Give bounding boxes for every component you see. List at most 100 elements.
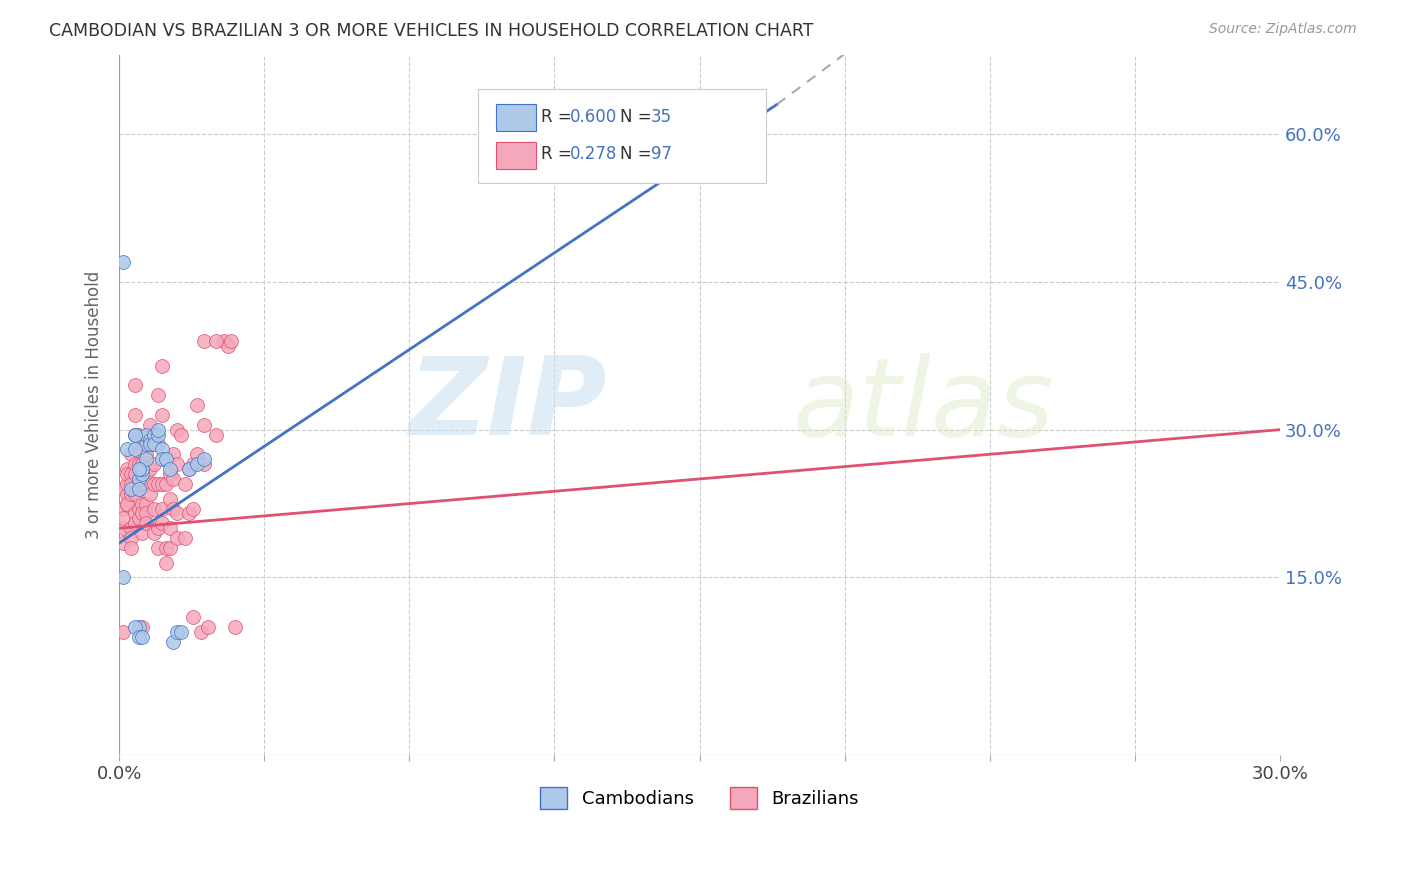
Point bbox=[124, 457, 146, 471]
Point bbox=[181, 501, 204, 516]
Point bbox=[146, 476, 169, 491]
Point bbox=[162, 472, 184, 486]
Point bbox=[193, 452, 215, 467]
Text: R =: R = bbox=[541, 108, 578, 126]
Point bbox=[112, 536, 135, 550]
Point bbox=[155, 476, 177, 491]
Point bbox=[146, 427, 169, 442]
Point bbox=[124, 408, 146, 422]
Point bbox=[139, 437, 162, 451]
Point bbox=[166, 531, 188, 545]
Point bbox=[112, 570, 135, 584]
Point bbox=[128, 462, 150, 476]
Point bbox=[181, 457, 204, 471]
Point bbox=[135, 447, 157, 461]
Point bbox=[131, 467, 153, 481]
Point bbox=[120, 467, 142, 481]
Point bbox=[131, 497, 153, 511]
Point bbox=[112, 511, 135, 525]
Point bbox=[112, 624, 135, 639]
Point bbox=[128, 427, 150, 442]
Text: ZIP: ZIP bbox=[408, 352, 607, 458]
Point bbox=[124, 378, 146, 392]
Point bbox=[146, 437, 169, 451]
Point bbox=[155, 556, 177, 570]
Point bbox=[146, 521, 169, 535]
Point bbox=[131, 457, 153, 471]
Point bbox=[131, 507, 153, 521]
Point bbox=[115, 462, 138, 476]
Point bbox=[115, 487, 138, 501]
Point bbox=[159, 491, 181, 506]
Legend: Cambodians, Brazilians: Cambodians, Brazilians bbox=[533, 780, 866, 816]
Point bbox=[120, 531, 142, 545]
Point bbox=[135, 427, 157, 442]
Point bbox=[143, 476, 166, 491]
Point bbox=[221, 334, 243, 348]
Point bbox=[186, 457, 208, 471]
Point bbox=[135, 437, 157, 451]
Point bbox=[162, 634, 184, 648]
Point bbox=[112, 501, 135, 516]
Text: R =: R = bbox=[541, 145, 578, 163]
Point bbox=[128, 472, 150, 486]
Point bbox=[146, 388, 169, 402]
Point bbox=[150, 516, 173, 531]
Point bbox=[224, 620, 246, 634]
Point bbox=[159, 467, 181, 481]
Point bbox=[143, 457, 166, 471]
Point bbox=[124, 620, 146, 634]
Point bbox=[124, 507, 146, 521]
Point bbox=[131, 620, 153, 634]
Point bbox=[120, 521, 142, 535]
Point bbox=[159, 541, 181, 555]
Point bbox=[150, 452, 173, 467]
Point bbox=[124, 487, 146, 501]
Point bbox=[120, 541, 142, 555]
Point bbox=[115, 497, 138, 511]
Point bbox=[115, 497, 138, 511]
Point bbox=[212, 334, 235, 348]
Text: N =: N = bbox=[620, 108, 657, 126]
Point bbox=[150, 476, 173, 491]
Point bbox=[139, 437, 162, 451]
Point bbox=[155, 452, 177, 467]
Point bbox=[159, 462, 181, 476]
Point bbox=[120, 476, 142, 491]
Point bbox=[135, 516, 157, 531]
Point bbox=[139, 462, 162, 476]
Point bbox=[128, 482, 150, 496]
Point bbox=[135, 507, 157, 521]
Point bbox=[174, 531, 197, 545]
Text: CAMBODIAN VS BRAZILIAN 3 OR MORE VEHICLES IN HOUSEHOLD CORRELATION CHART: CAMBODIAN VS BRAZILIAN 3 OR MORE VEHICLE… bbox=[49, 22, 814, 40]
Point bbox=[150, 501, 173, 516]
Point bbox=[112, 482, 135, 496]
Point bbox=[174, 476, 197, 491]
Text: 97: 97 bbox=[651, 145, 672, 163]
Point bbox=[162, 501, 184, 516]
Text: N =: N = bbox=[620, 145, 657, 163]
Point bbox=[115, 476, 138, 491]
Point bbox=[217, 339, 239, 353]
Point bbox=[124, 442, 146, 457]
Point bbox=[124, 516, 146, 531]
Point bbox=[139, 433, 162, 447]
Point bbox=[166, 423, 188, 437]
Point bbox=[205, 334, 228, 348]
Point bbox=[128, 511, 150, 525]
Point bbox=[170, 427, 193, 442]
Point bbox=[131, 462, 153, 476]
Point bbox=[124, 467, 146, 481]
Point bbox=[177, 462, 200, 476]
Point bbox=[143, 437, 166, 451]
Point bbox=[170, 624, 193, 639]
Y-axis label: 3 or more Vehicles in Household: 3 or more Vehicles in Household bbox=[86, 271, 103, 539]
Point bbox=[135, 476, 157, 491]
Point bbox=[131, 437, 153, 451]
Point bbox=[197, 620, 219, 634]
Point bbox=[115, 467, 138, 481]
Point bbox=[143, 501, 166, 516]
Point bbox=[124, 427, 146, 442]
Point bbox=[124, 427, 146, 442]
Point bbox=[131, 526, 153, 541]
